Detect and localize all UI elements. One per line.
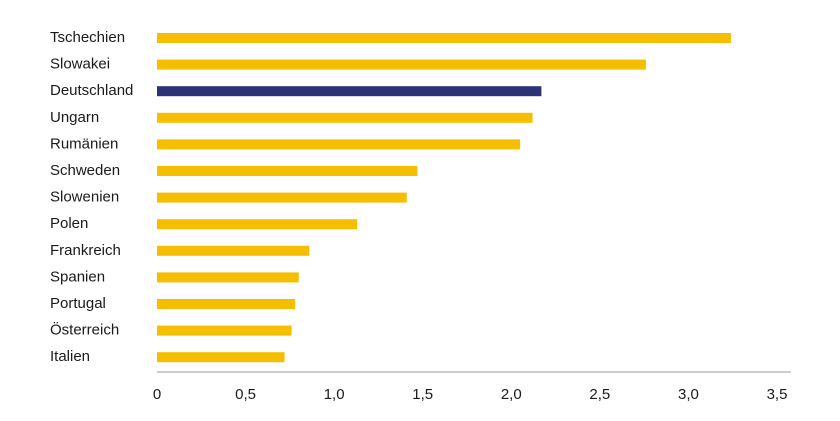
category-labels: Tschechien Slowakei Deutschland Ungarn Rumän… xyxy=(50,29,133,365)
bar-slowakei xyxy=(157,59,646,70)
category-label: Ungarn xyxy=(50,109,99,126)
x-tick-labels: 0 0,5 1,0 1,5 2,0 2,5 3,0 3,5 xyxy=(153,386,788,403)
x-tick-label: 2,5 xyxy=(589,386,610,403)
x-tick-label: 1,5 xyxy=(412,386,433,403)
bar-schweden xyxy=(157,166,418,176)
bar-polen xyxy=(157,219,358,230)
category-label: Spanien xyxy=(50,268,105,285)
category-label: Deutschland xyxy=(50,82,133,99)
x-tick-label: 2,0 xyxy=(501,386,522,403)
bar-italien xyxy=(157,352,285,363)
category-label: Portugal xyxy=(50,295,106,312)
category-label: Slowenien xyxy=(50,189,119,206)
category-label: Italien xyxy=(50,348,90,365)
x-tick-label: 1,0 xyxy=(324,386,345,403)
bar-deutschland xyxy=(157,86,542,97)
bars-group xyxy=(157,33,731,363)
x-tick-label: 3,0 xyxy=(678,386,699,403)
bar-frankreich xyxy=(157,245,310,256)
x-tick-label: 3,5 xyxy=(767,386,788,403)
x-tick-label: 0,5 xyxy=(235,386,256,403)
bar-rumänien xyxy=(157,139,521,150)
bar-ungarn xyxy=(157,112,533,123)
bar-tschechien xyxy=(157,33,731,43)
bar-österreich xyxy=(157,325,292,336)
bar-portugal xyxy=(157,299,296,309)
x-tick-label: 0 xyxy=(153,386,161,403)
category-label: Rumänien xyxy=(50,135,118,152)
bar-spanien xyxy=(157,272,299,283)
category-label: Polen xyxy=(50,215,88,232)
category-label: Österreich xyxy=(50,321,119,339)
bar-slowenien xyxy=(157,192,407,203)
category-label: Tschechien xyxy=(50,29,125,46)
category-label: Slowakei xyxy=(50,56,110,73)
category-label: Schweden xyxy=(50,162,120,179)
category-label: Frankreich xyxy=(50,242,121,259)
